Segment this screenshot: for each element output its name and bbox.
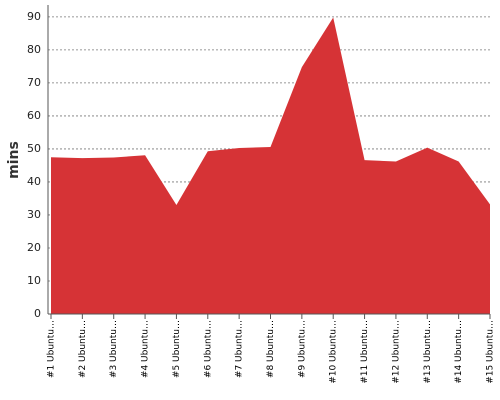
x-tick-label: #7 Ubuntu… [235,320,245,378]
x-tick-label: #1 Ubuntu… [47,320,57,378]
y-tick-label: 20 [27,241,41,254]
x-tick-label: #15 Ubuntu… [486,320,496,384]
x-tick-label: #2 Ubuntu… [78,320,88,378]
y-tick-label: 80 [27,43,41,56]
x-tick-label: #14 Ubuntu… [454,320,464,384]
x-tick-label: #4 Ubuntu… [141,320,151,378]
x-tick-label: #5 Ubuntu… [172,320,182,378]
x-tick-label: #3 Ubuntu… [109,320,119,378]
x-tick-label: #13 Ubuntu… [423,320,433,384]
y-tick-label: 30 [27,208,41,221]
y-tick-label: 40 [27,175,41,188]
y-axis-label: mins [6,141,22,179]
area [51,17,490,315]
x-tick-label: #12 Ubuntu… [391,320,401,384]
y-tick-label: 0 [34,307,41,320]
y-tick-label: 70 [27,76,41,89]
x-tick-label: #11 Ubuntu… [360,320,370,384]
x-tick-label: #9 Ubuntu… [297,320,307,378]
x-tick-label: #6 Ubuntu… [203,320,213,378]
x-tick-label: #10 Ubuntu… [329,320,339,384]
y-tick-label: 60 [27,109,41,122]
x-tick-label: #8 Ubuntu… [266,320,276,378]
y-tick-label: 90 [27,10,41,23]
y-tick-label: 10 [27,274,41,287]
y-tick-label: 50 [27,142,41,155]
